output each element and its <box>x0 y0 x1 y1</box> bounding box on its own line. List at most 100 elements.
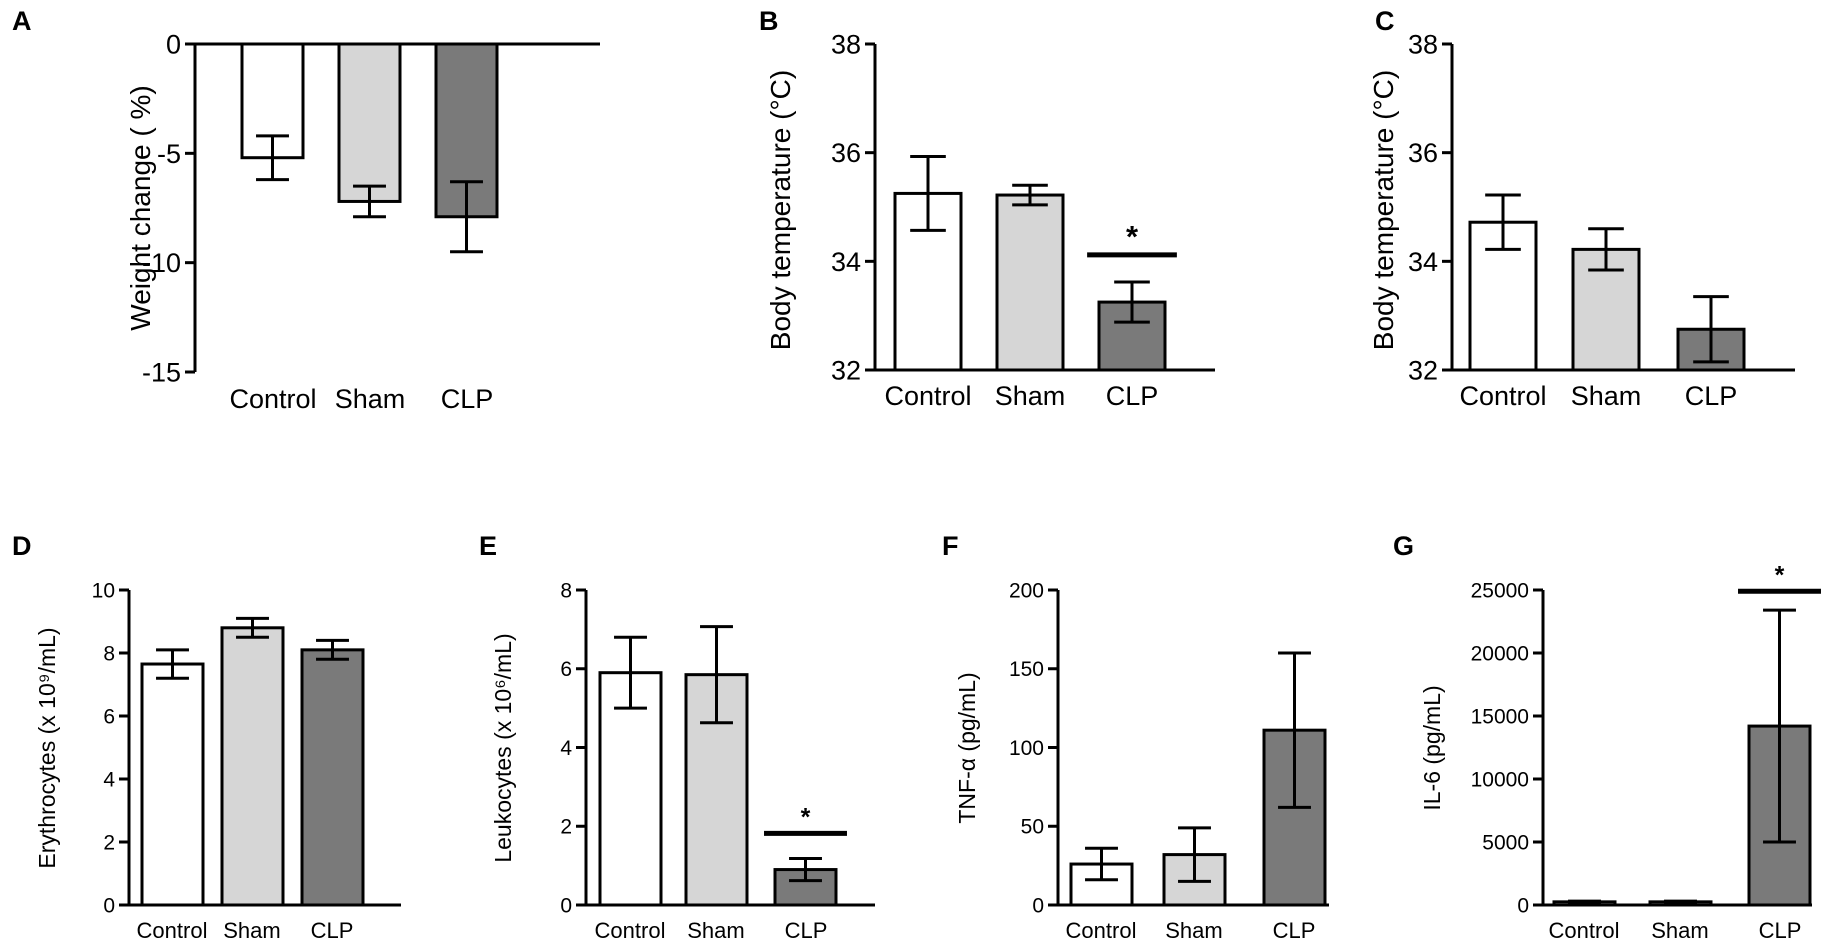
y-tick-label-e-3: 6 <box>560 658 572 681</box>
significance-marker-g: * <box>1738 561 1821 594</box>
error-bar-c-clp <box>1693 295 1729 364</box>
y-tick-label-f-0: 0 <box>1032 894 1044 917</box>
panel-d: D Erythrocytes (x 10⁹/mL) Control Sham CLP 0 2… <box>12 531 401 943</box>
error-bar-g-control <box>1568 899 1601 905</box>
category-label-a-clp: CLP <box>441 384 494 414</box>
y-axis-label-c: Body temperature (°C) <box>1368 70 1399 350</box>
category-label-e-clp: CLP <box>785 918 828 943</box>
bar-a-sham <box>337 42 402 203</box>
error-bar-e-control <box>614 635 647 710</box>
bar-e-control <box>598 671 663 907</box>
error-bar-a-sham <box>353 184 386 219</box>
error-bar-d-control <box>156 648 189 680</box>
y-tick-label-c-2: 36 <box>1408 138 1438 168</box>
category-label-a-control: Control <box>229 384 316 414</box>
category-label-f-clp: CLP <box>1273 918 1316 943</box>
category-label-d-control: Control <box>137 918 208 943</box>
panel-letter-g: G <box>1393 531 1414 561</box>
category-label-b-control: Control <box>884 381 971 411</box>
y-tick-label-g-2: 10000 <box>1471 768 1529 791</box>
panel-b: B Body temperature (°C) Control Sham CLP 32 34… <box>759 6 1215 411</box>
y-axis-label-g: IL-6 (pg/mL) <box>1419 685 1445 810</box>
y-tick-label-b-2: 36 <box>831 138 861 168</box>
bar-d-sham <box>220 626 285 907</box>
y-tick-label-b-0: 32 <box>831 355 861 385</box>
category-label-c-sham: Sham <box>1571 381 1642 411</box>
y-axis-label-f: TNF-α (pg/mL) <box>954 672 980 823</box>
y-tick-label-e-0: 0 <box>560 894 572 917</box>
y-tick-label-g-0: 0 <box>1517 894 1529 917</box>
error-bar-f-clp <box>1278 651 1311 809</box>
y-tick-label-d-3: 6 <box>103 705 115 728</box>
significance-marker-e: * <box>764 803 847 836</box>
error-bar-g-sham <box>1664 899 1697 905</box>
category-label-a-sham: Sham <box>335 384 406 414</box>
error-bar-b-clp <box>1114 280 1150 324</box>
bar-d-clp <box>300 648 365 907</box>
category-label-b-sham: Sham <box>995 381 1066 411</box>
y-tick-label-g-4: 20000 <box>1471 642 1529 665</box>
y-tick-label-e-4: 8 <box>560 579 572 602</box>
error-bar-f-control <box>1085 846 1118 882</box>
y-tick-label-f-2: 100 <box>1009 737 1044 760</box>
panel-f: F TNF-α (pg/mL) Control Sham CLP 0 50 100 150 200 <box>942 531 1329 943</box>
y-axis-label-a: Weight change ( %) <box>125 85 156 330</box>
panel-a: A Weight change ( %) Control Sham CLP 0 -5 -10 -… <box>12 6 600 414</box>
panel-g: G IL-6 (pg/mL) Control Sham CLP 0 5000 10000 150… <box>1393 531 1821 943</box>
panel-letter-e: E <box>479 531 497 561</box>
y-tick-label-f-1: 50 <box>1021 816 1044 839</box>
panel-c: C Body temperature (°C) Control Sham CLP 32 34… <box>1368 6 1795 411</box>
category-label-c-control: Control <box>1459 381 1546 411</box>
category-label-g-sham: Sham <box>1651 918 1708 943</box>
y-tick-label-d-5: 10 <box>92 579 115 602</box>
y-axis-label-b: Body temperature (°C) <box>765 70 796 350</box>
significance-star-b: * <box>1126 219 1139 254</box>
panel-letter-c: C <box>1375 6 1395 36</box>
error-bar-c-control <box>1485 193 1521 251</box>
y-axis-label-d: Erythrocytes (x 10⁹/mL) <box>34 627 60 868</box>
y-tick-label-c-1: 34 <box>1408 247 1438 277</box>
category-label-e-control: Control <box>595 918 666 943</box>
y-tick-label-d-4: 8 <box>103 642 115 665</box>
error-bar-c-sham <box>1588 227 1624 272</box>
category-label-f-sham: Sham <box>1165 918 1222 943</box>
error-bar-a-clp <box>450 180 483 254</box>
y-tick-label-c-0: 32 <box>1408 355 1438 385</box>
y-tick-label-e-2: 4 <box>560 737 572 760</box>
significance-marker-b: * <box>1087 219 1177 258</box>
panel-e: E Leukocytes (x 10⁶/mL) Control Sham CLP 0 2 4 6… <box>479 531 875 943</box>
category-label-e-sham: Sham <box>687 918 744 943</box>
y-tick-label-d-2: 4 <box>103 768 115 791</box>
y-tick-label-a-0: 0 <box>166 29 181 59</box>
panel-letter-d: D <box>12 531 32 561</box>
category-label-g-control: Control <box>1549 918 1620 943</box>
category-label-b-clp: CLP <box>1106 381 1159 411</box>
y-tick-label-a-1: -5 <box>157 139 181 169</box>
error-bar-d-sham <box>236 616 269 639</box>
y-tick-label-f-4: 200 <box>1009 579 1044 602</box>
error-bar-e-clp <box>789 857 822 883</box>
y-tick-label-b-1: 34 <box>831 247 861 277</box>
y-tick-label-f-3: 150 <box>1009 658 1044 681</box>
error-bar-a-control <box>256 134 289 182</box>
bar-d-control <box>140 662 205 907</box>
error-bar-b-sham <box>1012 183 1048 207</box>
error-bar-g-clp <box>1763 608 1796 844</box>
category-label-d-clp: CLP <box>311 918 354 943</box>
category-label-d-sham: Sham <box>223 918 280 943</box>
significance-star-g: * <box>1775 561 1785 589</box>
category-label-f-control: Control <box>1066 918 1137 943</box>
y-axis-label-e: Leukocytes (x 10⁶/mL) <box>490 633 516 862</box>
significance-star-e: * <box>801 803 811 831</box>
y-tick-label-g-3: 15000 <box>1471 705 1529 728</box>
y-tick-label-g-1: 5000 <box>1482 831 1529 854</box>
bar-b-sham <box>995 193 1065 372</box>
panel-letter-f: F <box>942 531 959 561</box>
y-tick-label-d-1: 2 <box>103 831 115 854</box>
y-tick-label-g-5: 25000 <box>1471 579 1529 602</box>
error-bar-f-sham <box>1178 826 1211 883</box>
y-tick-label-a-3: -15 <box>142 357 181 387</box>
y-tick-label-a-2: -10 <box>142 248 181 278</box>
y-tick-label-d-0: 0 <box>103 894 115 917</box>
